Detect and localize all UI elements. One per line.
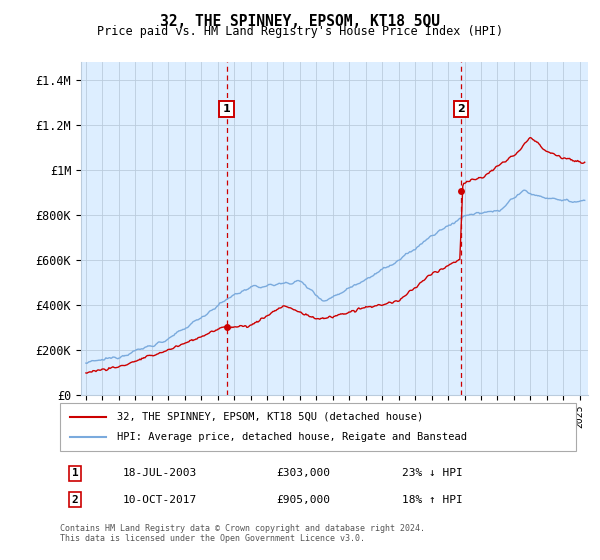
- Text: 18-JUL-2003: 18-JUL-2003: [123, 468, 197, 478]
- Text: 2: 2: [71, 494, 79, 505]
- Text: 32, THE SPINNEY, EPSOM, KT18 5QU: 32, THE SPINNEY, EPSOM, KT18 5QU: [160, 14, 440, 29]
- Text: Contains HM Land Registry data © Crown copyright and database right 2024.: Contains HM Land Registry data © Crown c…: [60, 524, 425, 533]
- Text: Price paid vs. HM Land Registry's House Price Index (HPI): Price paid vs. HM Land Registry's House …: [97, 25, 503, 38]
- Text: 23% ↓ HPI: 23% ↓ HPI: [402, 468, 463, 478]
- Text: 1: 1: [71, 468, 79, 478]
- Text: HPI: Average price, detached house, Reigate and Banstead: HPI: Average price, detached house, Reig…: [117, 432, 467, 442]
- Text: £303,000: £303,000: [276, 468, 330, 478]
- Text: 10-OCT-2017: 10-OCT-2017: [123, 494, 197, 505]
- Text: 32, THE SPINNEY, EPSOM, KT18 5QU (detached house): 32, THE SPINNEY, EPSOM, KT18 5QU (detach…: [117, 412, 423, 422]
- Text: This data is licensed under the Open Government Licence v3.0.: This data is licensed under the Open Gov…: [60, 534, 365, 543]
- Text: 2: 2: [457, 104, 465, 114]
- Text: 18% ↑ HPI: 18% ↑ HPI: [402, 494, 463, 505]
- Text: 1: 1: [223, 104, 230, 114]
- FancyBboxPatch shape: [60, 403, 576, 451]
- Text: £905,000: £905,000: [276, 494, 330, 505]
